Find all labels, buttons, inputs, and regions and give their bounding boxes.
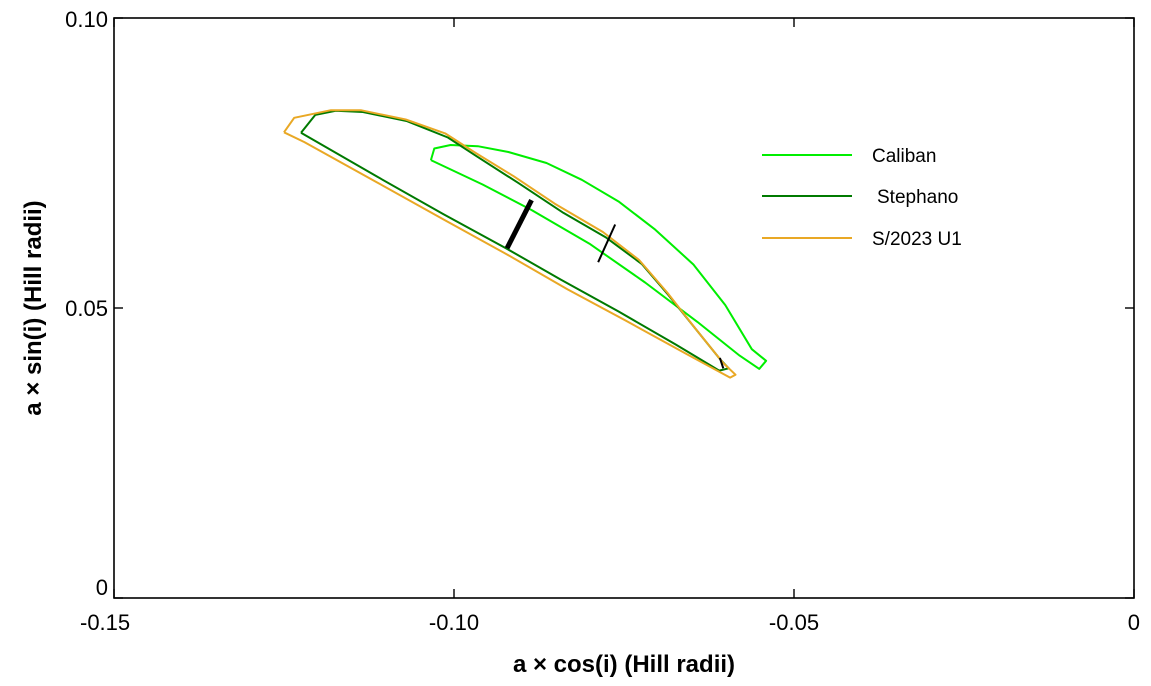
legend-label-stephano: Stephano xyxy=(877,187,958,208)
x-axis-label: a × cos(i) (Hill radii) xyxy=(513,651,735,678)
y-axis-label: a × sin(i) (Hill radii) xyxy=(20,200,47,415)
series-line-caliban xyxy=(429,144,768,370)
plot-marks xyxy=(283,109,768,379)
x-tick-label: -0.10 xyxy=(429,610,479,635)
marker-segment-3 xyxy=(718,357,725,369)
legend-label-caliban: Caliban xyxy=(872,146,936,167)
marker-segment-1 xyxy=(504,198,534,250)
y-tick-label: 0.10 xyxy=(65,7,108,32)
y-tick-label: 0.05 xyxy=(65,296,108,321)
x-tick-label: 0 xyxy=(1128,610,1140,635)
series-line-s-2023-u1 xyxy=(283,109,737,379)
x-tick-label: -0.05 xyxy=(769,610,819,635)
y-tick-label: 0 xyxy=(96,575,108,600)
legend: Caliban Stephano S/2023 U1 xyxy=(762,146,962,250)
series-line-stephano xyxy=(300,109,730,372)
axis-ticks: -0.15 -0.10 -0.05 0 0 0.05 0.10 xyxy=(65,7,1140,635)
plot-frame xyxy=(113,17,1135,599)
legend-label-s2023-u1: S/2023 U1 xyxy=(872,229,962,250)
x-tick-label: -0.15 xyxy=(80,610,130,635)
marker-segment-2 xyxy=(597,224,617,263)
